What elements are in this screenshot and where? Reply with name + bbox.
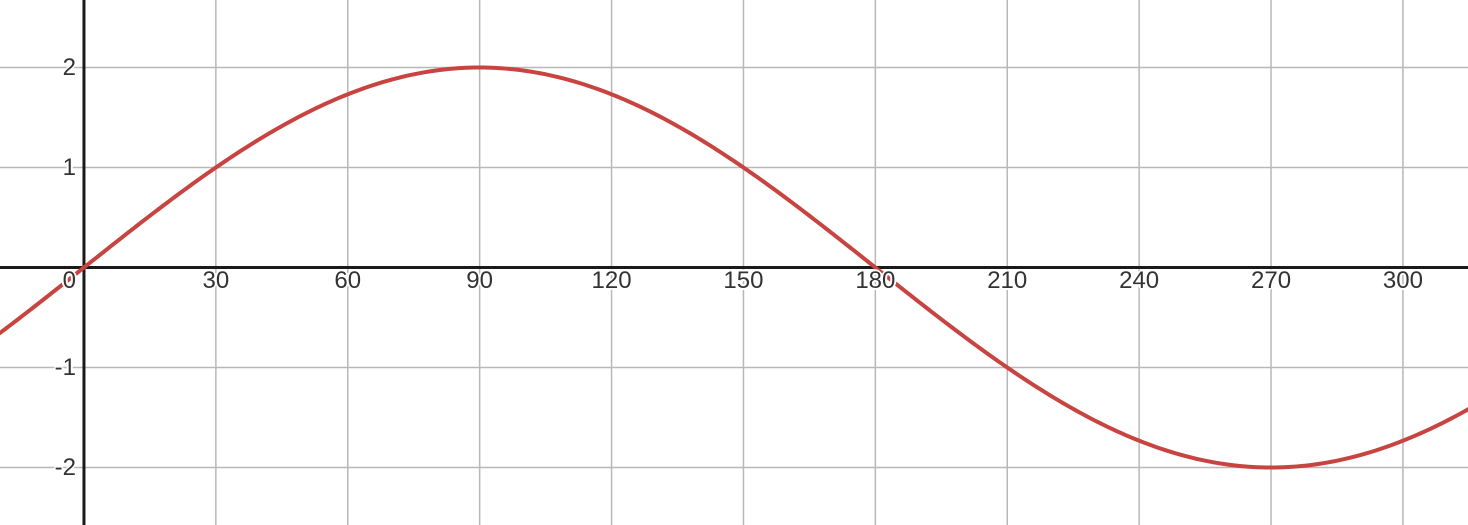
x-tick-label: 270 bbox=[1251, 267, 1292, 294]
y-tick-label: -1 bbox=[54, 353, 76, 381]
x-tick-label: 150 bbox=[723, 267, 764, 294]
x-tick-label: 60 bbox=[334, 267, 362, 294]
x-tick-label: 0 bbox=[62, 267, 76, 294]
y-tick-label: 2 bbox=[62, 53, 76, 81]
x-tick-label: 180 bbox=[855, 267, 896, 294]
x-tick-label: 300 bbox=[1382, 267, 1423, 294]
x-tick-label: 90 bbox=[466, 267, 494, 294]
y-tick-label: 1 bbox=[62, 153, 76, 181]
y-tick-label: -2 bbox=[54, 453, 76, 481]
x-tick-label: 120 bbox=[591, 267, 632, 294]
x-tick-label: 210 bbox=[987, 267, 1028, 294]
x-tick-label: 30 bbox=[202, 267, 230, 294]
x-tick-label: 240 bbox=[1119, 267, 1160, 294]
